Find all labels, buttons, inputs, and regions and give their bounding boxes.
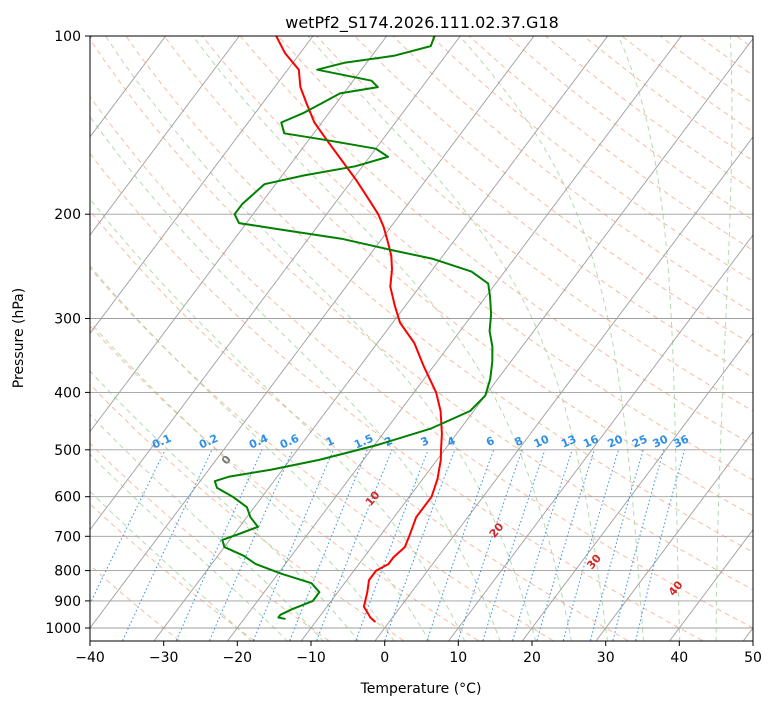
mixing-ratio-line [209, 449, 294, 641]
chart-title: wetPf2_S174.2026.111.02.37.G18 [285, 13, 559, 33]
x-tick-label: 0 [380, 650, 389, 666]
moist-adiabat-line [617, 36, 681, 641]
y-tick-label: 100 [54, 29, 81, 45]
x-tick-label: 10 [449, 650, 467, 666]
isotherm-line [90, 36, 535, 629]
dry-adiabats [90, 36, 753, 641]
dry-adiabat-line [201, 36, 753, 481]
dry-adiabat-line [90, 564, 180, 641]
moist-adiabat-line [715, 36, 733, 641]
isotherm-line [595, 430, 753, 641]
moist-adiabat-line [105, 36, 537, 641]
mixing-ratio-line [635, 449, 686, 641]
isotherm-line [90, 36, 461, 531]
dry-adiabat-line [278, 36, 753, 412]
isotherm-line [301, 37, 753, 641]
moist-adiabats [90, 36, 733, 641]
dewpoint-profile-line [213, 36, 494, 620]
moist-adiabat-line [307, 36, 608, 641]
x-tick-label: −30 [149, 650, 179, 666]
dry-adiabat-line [90, 152, 703, 641]
x-tick-label: −40 [75, 650, 105, 666]
mixing-ratio-line [590, 449, 644, 641]
isotherm-line [669, 528, 753, 641]
isotherm-lines [90, 36, 753, 641]
dry-adiabat-line [125, 36, 753, 553]
moist-adiabat-line [90, 370, 360, 641]
x-axis-label: Temperature (°C) [360, 681, 482, 697]
mixing-ratio-line [457, 449, 523, 641]
dry-adiabat-line [354, 36, 753, 346]
moist-adiabat-line [459, 36, 645, 641]
profile-lines [213, 36, 494, 623]
mixing-ratio-label: 20 [606, 432, 626, 450]
dry-adiabat-line [90, 95, 753, 629]
dry-adiabat-line [90, 383, 404, 641]
x-tick-label: 40 [670, 650, 688, 666]
dry-adiabat-line [90, 209, 628, 641]
mixing-ratio-line [384, 449, 456, 641]
mixing-ratio-label: 10 [532, 432, 552, 450]
mixing-ratio-lines [90, 449, 686, 641]
moist-adiabat-line [90, 321, 395, 641]
isotherm-line [90, 36, 240, 236]
mixing-ratio-line [175, 449, 263, 641]
pressure-gridlines [90, 36, 753, 629]
mixing-ratio-line [426, 449, 495, 641]
mixing-ratio-line [512, 449, 573, 641]
moist-adiabat-line [90, 265, 430, 641]
dry-adiabat-line [392, 36, 753, 314]
plot-area: 0.10.20.40.611.52346810131620253036-100-… [90, 36, 753, 641]
dry-adiabat-line [90, 38, 753, 591]
y-tick-label: 200 [54, 207, 81, 223]
moist-adiabat-line [192, 36, 572, 641]
mixing-ratio-line [316, 449, 393, 641]
moist-adiabat-line [90, 413, 324, 641]
mixing-ratio-line [536, 449, 595, 641]
moist-adiabat-line [90, 115, 501, 641]
mixing-ratio-line [289, 449, 368, 641]
mixing-ratio-label: 16 [581, 432, 601, 450]
mixing-ratio-line [562, 449, 620, 641]
y-tick-label: 300 [54, 312, 81, 328]
isotherm-line [448, 234, 753, 641]
x-tick-label: −10 [296, 650, 326, 666]
dry-adiabat-line [163, 36, 753, 517]
mixing-ratio-line [355, 449, 429, 641]
x-tick-label: 30 [597, 650, 615, 666]
y-axis-ticks: 100 200 300 400 500 600 700 800 900 1000 [45, 29, 90, 637]
x-tick-label: −20 [223, 650, 253, 666]
moist-adiabat-line [90, 198, 466, 641]
isotherm-line [374, 136, 753, 641]
y-tick-label: 400 [54, 385, 81, 401]
isotherm-line [227, 36, 682, 641]
isotherm-line [90, 36, 314, 335]
temperature-profile-line [275, 36, 443, 623]
mixing-ratio-label: 25 [630, 433, 649, 451]
y-tick-label: 1000 [45, 621, 81, 637]
y-tick-label: 900 [54, 594, 81, 610]
moist-adiabat-line [90, 453, 289, 641]
y-tick-label: 800 [54, 564, 81, 580]
y-axis-label: Pressure (hPa) [11, 288, 27, 388]
mixing-ratio-line [252, 449, 334, 641]
isotherm-line [522, 332, 753, 641]
mixing-ratio-label: 13 [559, 433, 578, 451]
mixing-ratio-label: 30 [651, 432, 671, 450]
mixing-ratio-line [482, 449, 546, 641]
isotherm-line [153, 36, 609, 641]
plot-frame [89, 35, 754, 642]
x-axis-ticks: −40 −30 −20 −10 0 10 20 30 40 50 [75, 641, 762, 666]
x-tick-label: 20 [523, 650, 541, 666]
dry-adiabat-line [90, 267, 554, 641]
y-tick-label: 700 [54, 529, 81, 545]
mixing-ratio-line [612, 449, 665, 641]
y-tick-label: 600 [54, 490, 81, 506]
y-tick-label: 500 [54, 443, 81, 459]
mixing-ratio-label: 36 [672, 432, 692, 450]
x-tick-label: 50 [744, 650, 762, 666]
